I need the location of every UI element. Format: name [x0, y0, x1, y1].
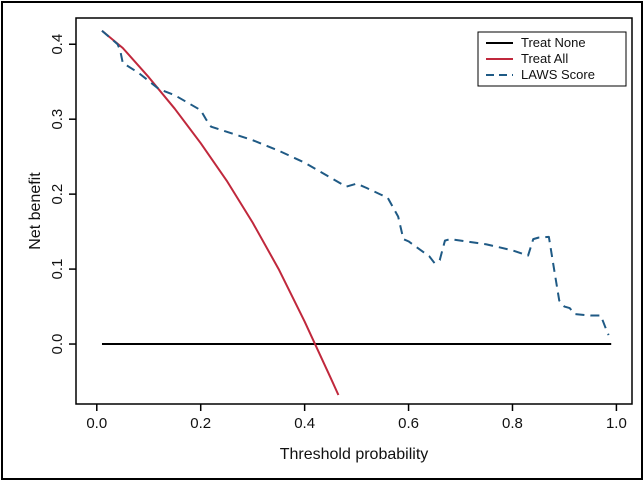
y-tick-label: 0.2: [49, 184, 66, 205]
x-tick-label: 0.8: [502, 415, 523, 432]
x-axis-label: Threshold probability: [280, 446, 429, 463]
x-tick-label: 0.6: [398, 415, 419, 432]
x-tick-label: 0.4: [294, 415, 315, 432]
x-tick-label: 0.2: [190, 415, 211, 432]
legend-entry: Treat All: [521, 51, 568, 66]
y-axis: 0.0 0.1 0.2 0.3 0.4: [49, 34, 76, 355]
y-axis-label: Net benefit: [27, 172, 44, 250]
legend-entry: LAWS Score: [521, 67, 595, 82]
y-tick-label: 0.4: [49, 34, 66, 55]
y-tick-label: 0.0: [49, 334, 66, 355]
y-tick-label: 0.3: [49, 109, 66, 130]
legend-entry: Treat None: [521, 35, 586, 50]
y-tick-label: 0.1: [49, 259, 66, 280]
series-layer: [101, 29, 612, 396]
plot-frame: [75, 17, 633, 405]
x-axis: 0.0 0.2 0.4 0.6 0.8 1.0: [86, 404, 627, 432]
x-tick-label: 0.0: [86, 415, 107, 432]
series-line-laws-score: [101, 29, 610, 336]
x-tick-label: 1.0: [606, 415, 627, 432]
series-line-treat-all: [101, 29, 340, 396]
